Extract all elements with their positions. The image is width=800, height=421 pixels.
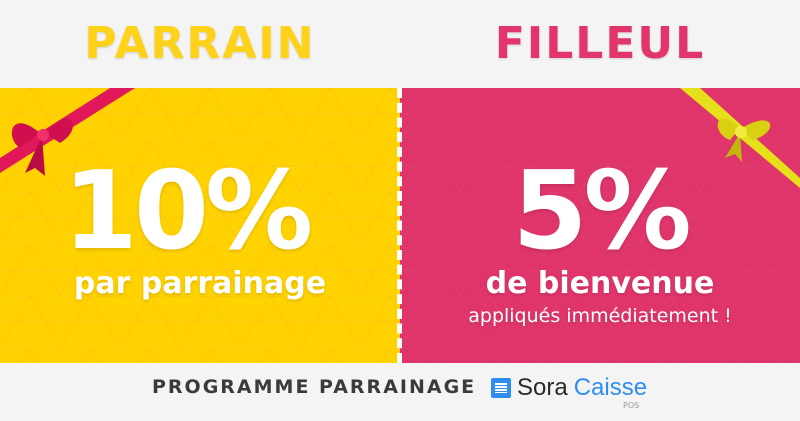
filleul-panel: 5% de bienvenue appliqués immédiatement … <box>400 88 800 363</box>
program-label: PROGRAMME PARRAINAGE <box>152 376 477 398</box>
parrain-subtitle: par parrainage <box>73 266 327 301</box>
ribbon-bow-icon <box>0 88 135 176</box>
soracaisse-logo: Sora Caisse POS <box>491 374 648 410</box>
filleul-subtitle: de bienvenue <box>485 266 715 301</box>
spreadsheet-icon <box>491 378 511 398</box>
filleul-title: FILLEUL <box>494 18 706 69</box>
parrain-title: PARRAIN <box>84 18 316 69</box>
brand-pos: POS <box>623 401 640 410</box>
brand-caisse: Caisse <box>573 374 648 401</box>
parrain-panel: 10% par parrainage <box>0 88 400 363</box>
footer: PROGRAMME PARRAINAGE Sora Caisse POS <box>0 372 800 410</box>
brand-sora: Sora <box>517 374 568 401</box>
filleul-percent: 5% <box>512 149 691 274</box>
ribbon-bow-icon <box>680 88 800 188</box>
filleul-note: appliqués immédiatement ! <box>468 305 732 327</box>
parrain-percent: 10% <box>62 149 314 274</box>
dashed-divider <box>397 88 402 363</box>
